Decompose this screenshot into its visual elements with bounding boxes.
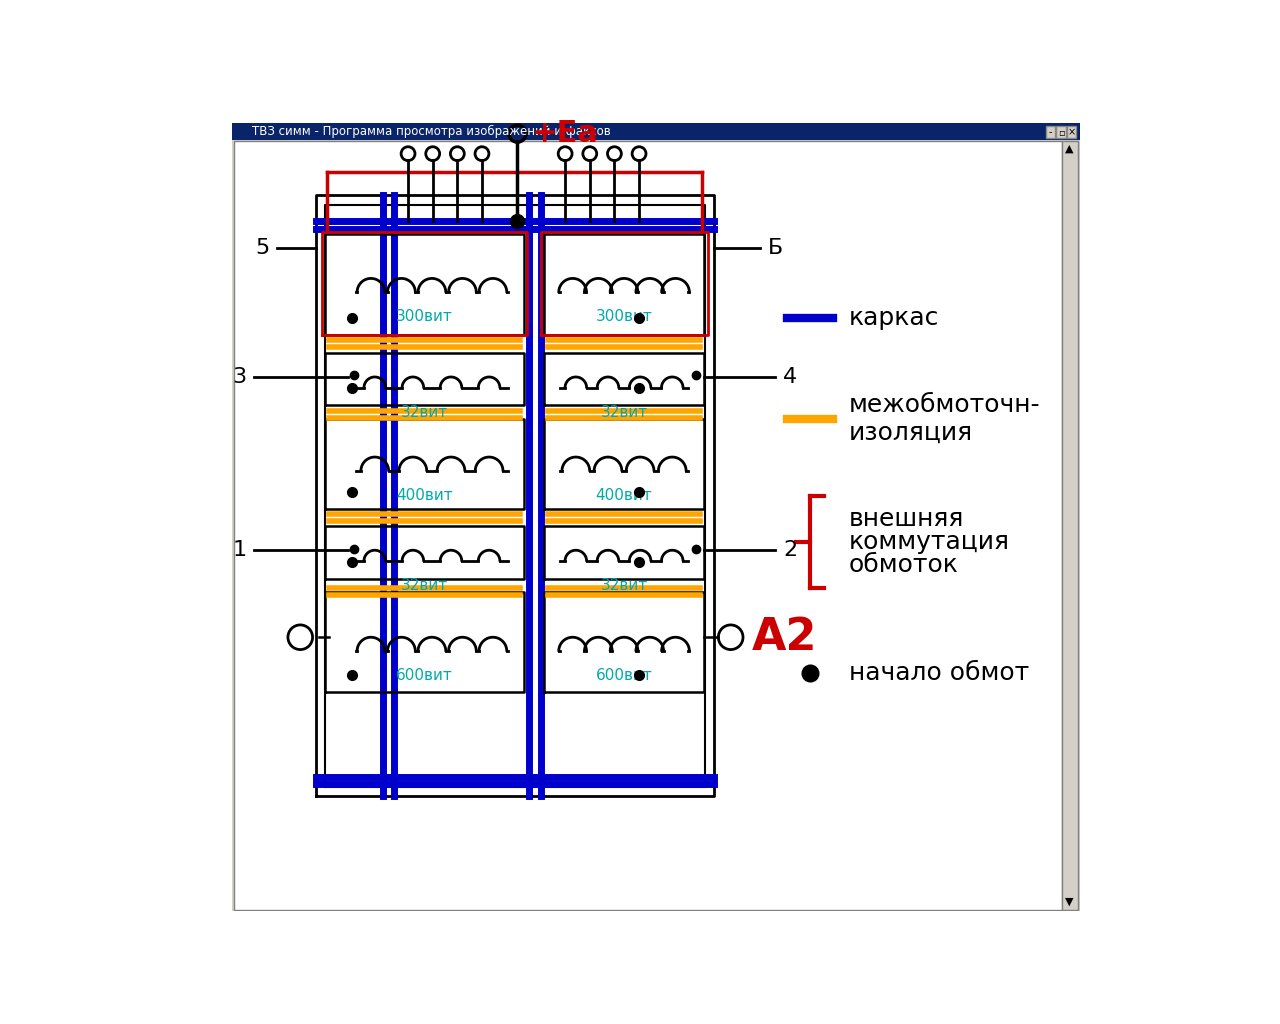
- Text: -: -: [1048, 127, 1052, 137]
- Text: изоляция: изоляция: [849, 421, 973, 444]
- Text: коммутация: коммутация: [849, 529, 1010, 554]
- Text: 400вит: 400вит: [396, 487, 453, 503]
- Text: ▲: ▲: [1065, 144, 1074, 154]
- Text: ▫: ▫: [1057, 127, 1065, 137]
- Text: внешняя: внешняя: [849, 507, 964, 530]
- Text: 300вит: 300вит: [396, 309, 453, 325]
- FancyBboxPatch shape: [233, 123, 1079, 140]
- Text: 300вит: 300вит: [595, 309, 653, 325]
- Text: 1: 1: [232, 541, 246, 560]
- Text: 32вит: 32вит: [401, 578, 448, 593]
- Text: 3: 3: [232, 367, 246, 387]
- Text: обмоток: обмоток: [849, 553, 959, 577]
- Text: 400вит: 400вит: [595, 487, 653, 503]
- FancyBboxPatch shape: [234, 141, 1062, 909]
- Text: начало обмот: начало обмот: [849, 660, 1029, 685]
- Text: A2: A2: [753, 615, 818, 658]
- Text: +Ea: +Ea: [531, 119, 598, 148]
- Text: 2: 2: [783, 541, 797, 560]
- FancyBboxPatch shape: [1068, 126, 1076, 138]
- Text: каркас: каркас: [849, 306, 938, 331]
- Text: 600вит: 600вит: [396, 668, 453, 683]
- FancyBboxPatch shape: [1056, 126, 1066, 138]
- Text: ×: ×: [1068, 127, 1076, 137]
- Text: 5: 5: [255, 238, 270, 258]
- Text: Б: Б: [768, 238, 783, 258]
- Text: 4: 4: [783, 367, 797, 387]
- Text: 32вит: 32вит: [600, 578, 648, 593]
- FancyBboxPatch shape: [233, 140, 1079, 911]
- Text: ТВЗ симм - Программа просмотра изображений и факсов: ТВЗ симм - Программа просмотра изображен…: [252, 125, 611, 138]
- FancyBboxPatch shape: [1062, 141, 1078, 909]
- Text: 600вит: 600вит: [595, 668, 653, 683]
- Text: 32вит: 32вит: [600, 404, 648, 420]
- Text: 32вит: 32вит: [401, 404, 448, 420]
- Text: межобмоточн-: межобмоточн-: [849, 392, 1041, 417]
- Text: ▼: ▼: [1065, 897, 1074, 907]
- FancyBboxPatch shape: [1046, 126, 1055, 138]
